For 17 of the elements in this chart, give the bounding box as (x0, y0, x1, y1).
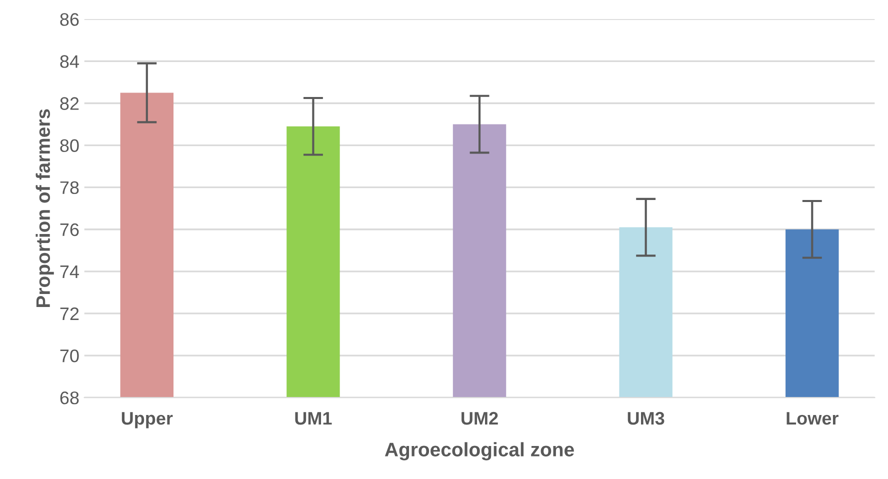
x-tick-label: UM2 (462, 412, 498, 425)
y-tick-label: 70 (60, 349, 79, 362)
y-tick-label: 84 (60, 55, 79, 68)
y-tick-label: 82 (60, 97, 79, 110)
x-axis-title: Agroecological zone (384, 442, 574, 460)
y-tick-label: 80 (60, 139, 79, 152)
y-axis-title: Proportion of farmers (36, 109, 54, 307)
y-tick-label: 72 (60, 307, 79, 320)
x-tick-label: Lower (786, 412, 838, 425)
y-tick-label: 86 (60, 13, 79, 26)
y-tick-label: 74 (60, 266, 79, 278)
x-tick-label: UM1 (295, 412, 332, 425)
y-tick-label: 76 (60, 223, 79, 236)
y-tick-label: 68 (60, 392, 79, 404)
y-tick-label: 78 (60, 181, 79, 194)
x-tick-label: Upper (122, 412, 173, 428)
x-tick-label: UM3 (628, 412, 664, 425)
